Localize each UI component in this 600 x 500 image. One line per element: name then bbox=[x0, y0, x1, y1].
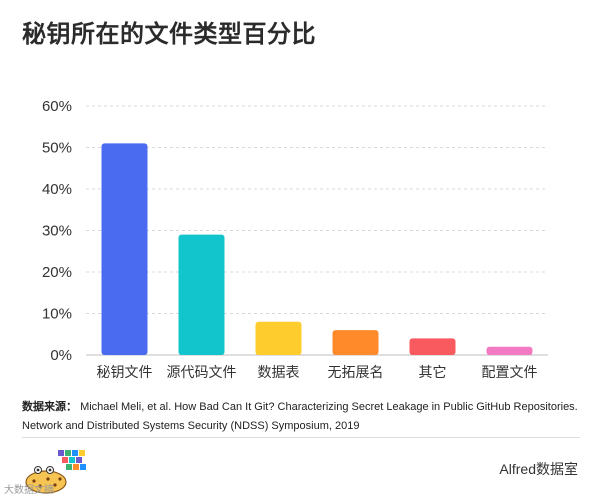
bar-chart: 0% 10% 20% 30% 40% 50% 60% 秘钥文件 源代码文件 数据表 无拓展名 其它 配置… bbox=[42, 98, 548, 380]
source-note: 数据来源： Michael Meli, et al. How Bad Can I… bbox=[22, 398, 592, 436]
bar bbox=[409, 338, 456, 355]
bar bbox=[255, 321, 302, 355]
y-tick-label: 20% bbox=[42, 264, 72, 281]
x-tick-label: 其它 bbox=[419, 364, 447, 380]
watermark-text: 大数据文摘 bbox=[4, 485, 54, 496]
chart-title: 秘钥所在的文件类型百分比 bbox=[22, 21, 316, 48]
source-line-2: Network and Distributed Systems Security… bbox=[22, 420, 360, 432]
y-tick-label: 50% bbox=[42, 140, 72, 157]
y-tick-label: 40% bbox=[42, 181, 72, 198]
source-label: 数据来源： bbox=[22, 401, 77, 413]
brand-name: Alfred数据室 bbox=[499, 461, 578, 477]
y-tick-label: 30% bbox=[42, 223, 72, 240]
x-tick-label: 配置文件 bbox=[482, 364, 538, 380]
mascot-icon bbox=[25, 466, 67, 494]
x-tick-label: 数据表 bbox=[258, 364, 300, 380]
y-tick-label: 60% bbox=[42, 98, 72, 115]
y-tick-label: 0% bbox=[50, 347, 72, 364]
mosaic-icon bbox=[58, 450, 86, 470]
bar bbox=[101, 143, 148, 355]
x-tick-label: 源代码文件 bbox=[167, 364, 237, 380]
bar bbox=[178, 234, 225, 355]
x-tick-label: 秘钥文件 bbox=[97, 364, 153, 380]
bar bbox=[332, 330, 379, 355]
y-tick-label: 10% bbox=[42, 306, 72, 323]
bar bbox=[486, 346, 533, 355]
x-tick-label: 无拓展名 bbox=[328, 364, 384, 380]
data-mascot-logo bbox=[25, 450, 86, 494]
footer-divider bbox=[22, 437, 580, 438]
source-line-1: Michael Meli, et al. How Bad Can It Git?… bbox=[80, 401, 578, 413]
